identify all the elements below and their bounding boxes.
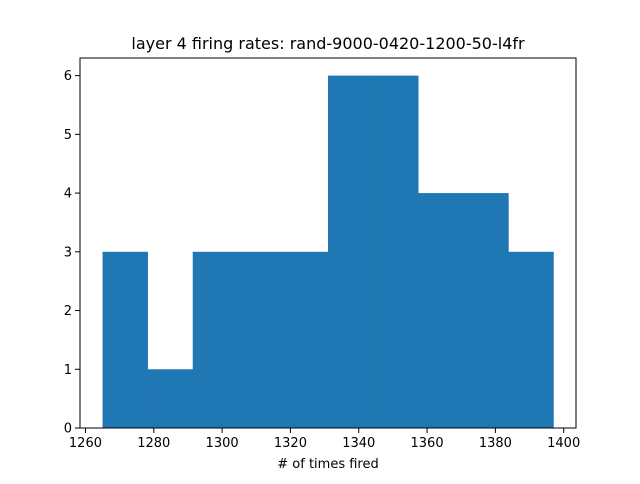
x-tick-label: 1300 bbox=[206, 436, 239, 451]
y-axis-ticks: 0 1 2 3 4 5 6 bbox=[64, 69, 80, 437]
x-tick-label: 1320 bbox=[274, 436, 307, 451]
histogram-bar-8 bbox=[418, 193, 464, 428]
histogram-bar-10 bbox=[508, 251, 554, 428]
y-tick-label: 0 bbox=[64, 422, 72, 437]
histogram-bar-6 bbox=[328, 75, 374, 428]
x-tick-label: 1340 bbox=[342, 436, 375, 451]
x-tick-label: 1400 bbox=[547, 436, 580, 451]
chart-title: layer 4 firing rates: rand-9000-0420-120… bbox=[131, 34, 525, 53]
x-tick-label: 1280 bbox=[137, 436, 170, 451]
y-tick-label: 6 bbox=[64, 69, 72, 84]
histogram-bar-5 bbox=[282, 251, 329, 428]
y-tick-label: 3 bbox=[64, 245, 72, 260]
histogram-bar-4 bbox=[237, 251, 284, 428]
x-axis-ticks: 1260 1280 1300 1320 1340 1360 1380 1400 bbox=[69, 428, 580, 451]
y-tick-label: 1 bbox=[64, 363, 72, 378]
y-tick-label: 5 bbox=[64, 128, 72, 143]
bars-group bbox=[102, 75, 554, 428]
histogram-bar-3 bbox=[192, 251, 239, 428]
x-tick-label: 1260 bbox=[69, 436, 102, 451]
histogram-bar-7 bbox=[373, 75, 419, 428]
histogram-bar-1 bbox=[102, 251, 148, 428]
plot-frame bbox=[79, 57, 577, 429]
histogram-bar-2 bbox=[147, 369, 194, 428]
y-tick-label: 2 bbox=[64, 304, 72, 319]
x-tick-label: 1380 bbox=[479, 436, 512, 451]
x-tick-label: 1360 bbox=[411, 436, 444, 451]
y-tick-label: 4 bbox=[64, 187, 72, 202]
x-axis-label: # of times fired bbox=[277, 457, 378, 472]
histogram-bar-9 bbox=[463, 193, 509, 428]
